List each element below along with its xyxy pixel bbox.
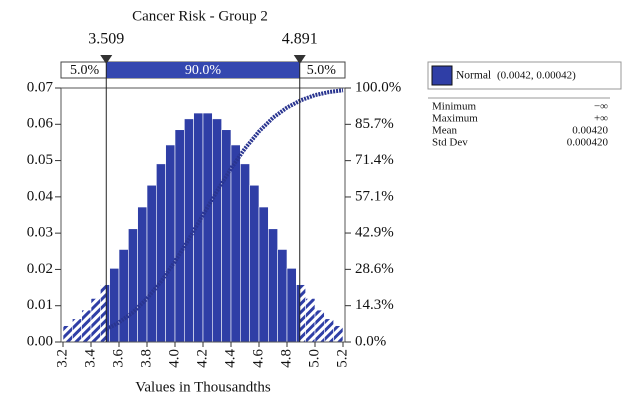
bar	[109, 268, 120, 343]
y2-tick-label: 85.7%	[355, 116, 394, 132]
x-tick-label: 3.6	[110, 349, 126, 368]
x-tick-label: 4.8	[278, 349, 294, 368]
bar	[202, 112, 213, 343]
bar	[221, 129, 232, 343]
chart-title: Cancer Risk - Group 2	[132, 8, 268, 24]
y-tick-label: 0.01	[27, 297, 53, 313]
stat-value: 0.00420	[572, 125, 608, 137]
y2-tick-label: 28.6%	[355, 261, 394, 277]
x-tick-label: 3.2	[54, 349, 70, 368]
bar	[249, 184, 260, 343]
legend-name: Normal	[456, 70, 491, 82]
delimiter-label: 3.509	[88, 31, 124, 48]
bar	[193, 112, 204, 343]
x-tick-label: 5.2	[334, 349, 350, 368]
x-axis-label: Values in Thousandths	[135, 379, 271, 395]
bar-tail	[62, 325, 73, 343]
stat-label: Std Dev	[432, 137, 468, 149]
y2-tick-label: 0.0%	[355, 333, 386, 349]
delimiter-label: 4.891	[282, 31, 318, 48]
y-tick-label: 0.00	[27, 333, 53, 349]
band-label: 90.0%	[185, 63, 222, 78]
bar-tail	[81, 309, 92, 343]
bar-tail	[90, 298, 101, 343]
legend-params: (0.0042, 0.00042)	[497, 70, 576, 82]
bar	[230, 144, 241, 343]
stat-value: −∞	[594, 101, 608, 113]
bar	[212, 118, 222, 343]
bar	[146, 184, 157, 343]
x-tick-label: 3.4	[82, 349, 98, 368]
stat-value: +∞	[594, 113, 608, 125]
bar	[174, 129, 185, 343]
bar	[268, 228, 278, 343]
bar-tail	[314, 309, 325, 343]
y-tick-label: 0.03	[27, 225, 53, 241]
delimiter-marker	[293, 55, 306, 64]
stat-value: 0.000420	[567, 137, 609, 149]
y2-tick-label: 57.1%	[355, 188, 394, 204]
x-tick-label: 4.2	[194, 349, 210, 368]
stat-label: Maximum	[432, 113, 478, 125]
band-middle	[106, 62, 300, 78]
bar	[137, 206, 148, 343]
bar	[165, 144, 176, 343]
bar	[258, 206, 269, 343]
bar	[240, 163, 250, 343]
x-tick-label: 3.8	[138, 349, 154, 368]
bar	[296, 284, 300, 343]
x-tick-label: 4.6	[250, 349, 266, 368]
y-tick-label: 0.07	[27, 79, 54, 95]
y2-tick-label: 100.0%	[355, 79, 401, 95]
y-tick-label: 0.04	[27, 188, 54, 204]
bar-tail	[333, 325, 344, 343]
y-tick-label: 0.06	[27, 116, 54, 132]
bar-tail	[305, 298, 316, 343]
bar-tail	[72, 318, 82, 343]
bar-tail	[324, 318, 334, 343]
x-tick-label: 5.0	[306, 349, 322, 368]
stat-label: Mean	[432, 125, 458, 137]
bar	[156, 163, 166, 343]
y2-tick-label: 42.9%	[355, 224, 394, 240]
cumulative-line	[105, 88, 344, 332]
bar	[118, 249, 129, 343]
x-tick-label: 4.0	[166, 349, 182, 368]
y-tick-label: 0.02	[27, 261, 53, 277]
band-label: 5.0%	[307, 63, 337, 78]
legend-swatch	[431, 65, 453, 86]
stat-label: Minimum	[432, 101, 476, 113]
y2-tick-label: 71.4%	[355, 152, 394, 168]
bar	[286, 268, 297, 343]
bar	[128, 228, 138, 343]
y-tick-label: 0.05	[27, 152, 53, 168]
legend-box	[427, 61, 622, 90]
x-tick-label: 4.4	[222, 349, 238, 368]
delimiter-marker	[100, 55, 113, 64]
bar	[277, 249, 288, 343]
y2-tick-label: 14.3%	[355, 297, 394, 313]
band-label: 5.0%	[70, 63, 100, 78]
